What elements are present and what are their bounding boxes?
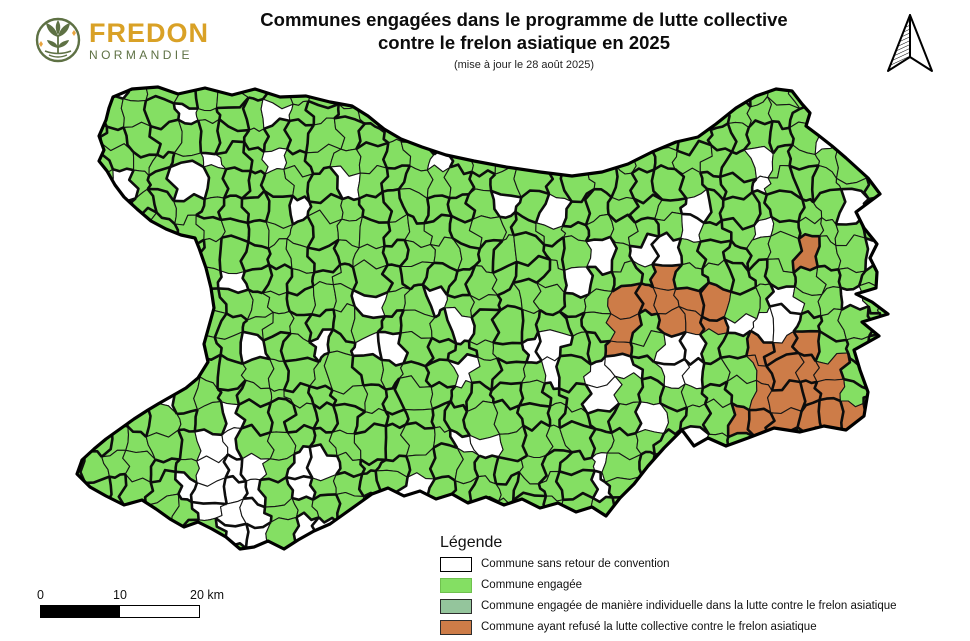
title-line-1: Communes engagées dans le programme de l…: [260, 9, 788, 30]
scale-bar-graphic: [40, 605, 200, 618]
legend-swatch: [440, 598, 472, 614]
scale-label-0: 0: [37, 588, 44, 602]
update-date: (mise à jour le 28 août 2025): [453, 59, 595, 72]
logo-region: NORMANDIE: [89, 47, 193, 62]
legend: Légende Commune sans retour de conventio…: [440, 534, 897, 641]
legend-swatch: [440, 577, 472, 593]
fredon-emblem-icon: [35, 17, 81, 63]
legend-swatch: [440, 619, 472, 635]
legend-item-individual: Commune engagée de manière individuelle …: [440, 598, 897, 614]
fredon-logo: FREDON NORMANDIE: [34, 16, 209, 64]
map-header: Communes engagées dans le programme de l…: [178, 8, 870, 71]
legend-item-engaged: Commune engagée: [440, 577, 897, 593]
legend-item-refused: Commune ayant refusé la lutte collective…: [440, 619, 897, 635]
title-line-2: contre le frelon asiatique en 2025: [378, 32, 670, 54]
scale-label-10: 10: [113, 588, 127, 602]
legend-swatch: [440, 556, 472, 572]
scale-bar: 0 10 20 km: [37, 588, 260, 618]
legend-title: Légende: [440, 534, 503, 551]
scale-label-20: 20 km: [190, 588, 225, 602]
legend-item-no-return: Commune sans retour de convention: [440, 556, 897, 572]
north-arrow-icon: [887, 14, 933, 72]
page-title: Communes engagées dans le programme de l…: [178, 8, 870, 54]
logo-name: FREDON: [89, 17, 209, 48]
department-outline: [75, 85, 890, 551]
